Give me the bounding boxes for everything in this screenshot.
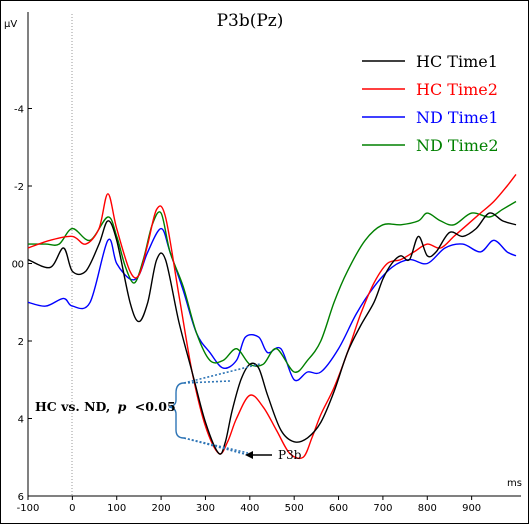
x-tick-label: 400	[240, 503, 259, 514]
x-tick-label: 200	[152, 503, 171, 514]
x-tick-label: 300	[196, 503, 215, 514]
x-tick-label: 700	[373, 503, 392, 514]
x-axis-label: ms	[507, 478, 522, 489]
p3b-label: P3b	[278, 448, 302, 462]
x-tick-label: 800	[418, 503, 437, 514]
comparison-text: HC vs. ND,	[35, 399, 110, 414]
x-tick-label: 500	[285, 503, 304, 514]
y-tick-label: 2	[18, 337, 24, 348]
y-tick-label: -2	[14, 182, 24, 193]
p-symbol: p	[118, 399, 127, 414]
y-tick-label: 6	[18, 492, 24, 503]
y-axis-label: μV	[4, 19, 17, 30]
x-tick-label: 900	[462, 503, 481, 514]
x-tick-label: 100	[107, 503, 126, 514]
p-threshold: <0.05	[135, 399, 176, 414]
legend-label-hc-time2: HC Time2	[416, 80, 498, 99]
comparison-label: HC vs. ND, p <0.05	[35, 399, 176, 414]
legend-label-nd-time1: ND Time1	[416, 108, 499, 127]
significance-brace	[168, 382, 185, 439]
series-lines	[27, 173, 517, 460]
x-tick-label: 0	[69, 503, 75, 514]
brace-dotted-lower-top	[183, 437, 249, 454]
x-ticks: -100 0 100 200 300 400 500 600 700 800 900	[17, 496, 481, 514]
legend: HC Time1 HC Time2 ND Time1 ND Time2	[362, 52, 499, 155]
y-tick-label: 4	[18, 415, 24, 426]
series-line-nd-time2	[28, 200, 517, 373]
y-tick-label: -4	[14, 105, 24, 116]
y-tick-label-zero: 0	[12, 260, 18, 271]
x-tick-label: -100	[17, 503, 40, 514]
y-ticks: -4 -2 0 2 4 6 0	[12, 105, 32, 503]
p3b-peak-annotation: P3b	[245, 448, 302, 462]
brace-dotted-upper-bottom	[183, 380, 231, 384]
legend-label-hc-time1: HC Time1	[416, 52, 498, 71]
significance-annotation: HC vs. ND, p <0.05	[35, 363, 261, 457]
series-line-hc-time1	[27, 212, 517, 455]
legend-label-nd-time2: ND Time2	[416, 136, 499, 155]
p3b-arrow-head	[245, 451, 253, 459]
brace-dotted-upper-top	[183, 363, 261, 384]
chart-title: P3b(Pz)	[217, 11, 284, 31]
series-line-hc-time2	[27, 173, 517, 460]
y-tick-label: 0	[18, 260, 24, 271]
x-tick-label: 600	[329, 503, 348, 514]
series-line-nd-time1	[27, 227, 517, 382]
